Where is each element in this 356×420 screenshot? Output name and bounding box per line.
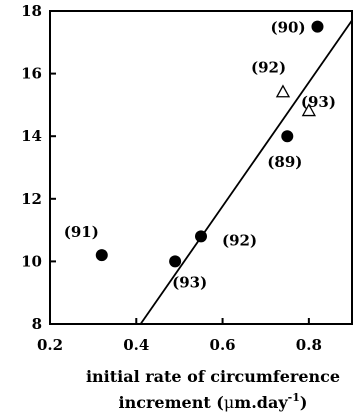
- data-point-label: (93): [172, 273, 207, 291]
- data-point-label: (93): [301, 93, 336, 111]
- data-point-circle: [311, 20, 324, 33]
- y-tick-label: 18: [21, 2, 42, 20]
- data-point-label: (90): [270, 19, 305, 37]
- x-tick-label: 0.8: [296, 336, 322, 354]
- data-point-triangle: [275, 84, 291, 98]
- y-tick-label: 14: [21, 127, 42, 145]
- fit-line-group: [139, 19, 353, 325]
- plot-frame: [49, 10, 353, 325]
- data-point-label: (91): [64, 223, 99, 241]
- data-point-label: (92): [251, 58, 286, 76]
- x-tick-label: 0.4: [123, 336, 149, 354]
- y-tick-label: 16: [21, 65, 42, 83]
- data-point-circle: [195, 230, 207, 243]
- regression-line: [139, 19, 353, 325]
- data-point-label: (89): [267, 153, 302, 171]
- x-tick-label: 0.2: [37, 336, 63, 354]
- data-point-label: (92): [222, 231, 257, 249]
- x-axis-label-line-2: increment (μm.day-1): [119, 391, 308, 412]
- x-axis-label-line-1: initial rate of circumference: [86, 367, 340, 386]
- data-point-circle: [281, 130, 294, 143]
- data-point-triangle: [301, 103, 317, 117]
- plot-frame-group: [49, 10, 353, 325]
- y-tick-label: 8: [32, 315, 42, 333]
- data-point-circle: [169, 255, 182, 268]
- ticks-group: 0.2 0.4 0.6 0.8 8 10 12 14 16 18: [21, 2, 322, 354]
- y-tick-label: 10: [21, 252, 42, 270]
- x-tick-label: 0.6: [210, 336, 236, 354]
- y-tick-label: 12: [21, 190, 42, 208]
- data-point-circle: [95, 249, 108, 262]
- point-labels-group: (90) (89) (92) (93) (91) (92) (93): [64, 19, 336, 292]
- data-points-group: [95, 20, 324, 268]
